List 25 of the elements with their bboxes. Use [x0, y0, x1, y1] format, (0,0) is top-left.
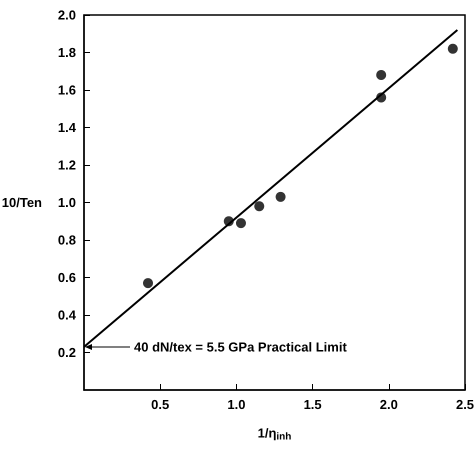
y-tick-label: 0.2: [58, 345, 76, 360]
y-tick-label: 2.0: [58, 8, 76, 22]
point: [376, 92, 386, 102]
y-tick-label: 0.4: [58, 308, 77, 322]
y-tick-label: 1.6: [58, 82, 76, 98]
y-tick-label: 1.0: [58, 195, 76, 210]
y-tick-label: 0.6: [58, 270, 76, 285]
point: [254, 201, 264, 212]
y-tick-label: 1.4: [58, 120, 77, 135]
y-tick-label: 0.8: [58, 232, 76, 248]
point: [448, 44, 458, 54]
annotation: 40 dN/tex = 5.5 GPa Practical Limit: [134, 339, 348, 354]
point: [236, 218, 246, 228]
point: [376, 70, 386, 80]
y-axis-title: 10/Ten: [2, 195, 42, 210]
x-tick-label: 2.0: [380, 397, 398, 412]
x-tick-label: 2.5: [456, 397, 474, 412]
point: [276, 192, 286, 202]
point: [224, 216, 234, 226]
x-tick-label: 1.5: [304, 397, 322, 412]
y-tick-label: 1.8: [58, 45, 76, 60]
x-tick-label: 0.5: [151, 397, 170, 412]
y-tick-label: 1.2: [58, 158, 76, 172]
x-tick-label: 1.0: [227, 397, 246, 412]
point: [143, 278, 154, 288]
